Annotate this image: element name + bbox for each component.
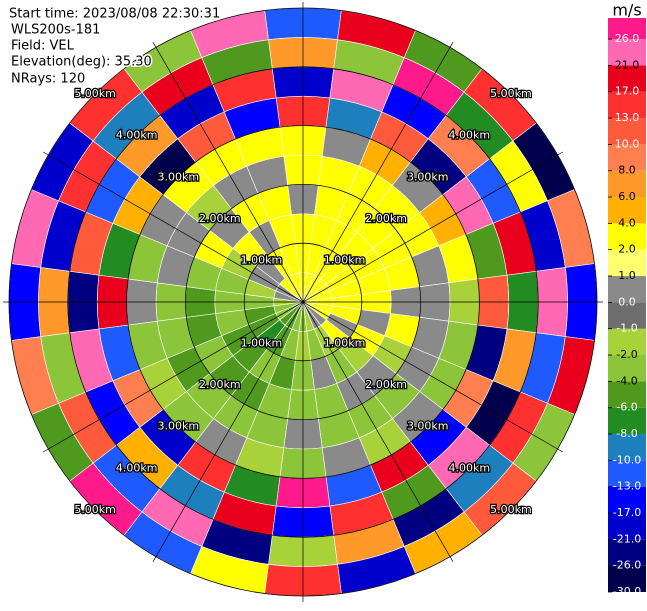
range-ring-label: 3.00km	[407, 170, 449, 183]
colorbar-bin	[608, 381, 646, 408]
colorbar-tick-label: 13.0	[615, 111, 640, 124]
info-line: Field: VEL	[11, 39, 75, 54]
colorbar-tick-label: 10.0	[615, 137, 640, 150]
colorbar-tick-label: -1.0	[616, 322, 637, 335]
colorbar-bin	[608, 91, 646, 119]
colorbar-bin	[608, 65, 646, 92]
info-line: WLS200s-181	[11, 23, 100, 38]
range-ring-label: 5.00km	[74, 87, 116, 100]
range-ring	[126, 125, 480, 479]
range-ring	[8, 7, 598, 597]
range-ring-label: 1.00km	[324, 337, 366, 350]
colorbar-bin	[608, 328, 646, 356]
polar-grid: 1.00km 1.00km 1.00km 1.00km 2.00km 2.00km 2.00…	[3, 2, 603, 602]
colorbar-tick-label: 0.0	[618, 295, 636, 308]
colorbar-tick-label: 1.0	[618, 269, 636, 282]
colorbar-tick-label: 2.0	[618, 243, 636, 256]
colorbar-bin	[608, 170, 646, 198]
range-ring	[243, 242, 363, 362]
colorbar-tick-label: -2.0	[616, 348, 637, 361]
range-ring-label: 4.00km	[449, 461, 491, 474]
colorbar-bin	[608, 18, 646, 40]
range-ring-label: 4.00km	[449, 129, 491, 142]
info-line: NRays: 120	[11, 72, 85, 87]
colorbar-tick-label: -13.0	[613, 480, 641, 493]
range-ring-label: 5.00km	[490, 503, 532, 516]
colorbar-tick-label: 26.0	[615, 32, 640, 45]
colorbar-bin	[608, 144, 646, 171]
colorbar-tick-label: 4.0	[618, 216, 636, 229]
colorbar-tick-label: -4.0	[616, 374, 637, 387]
colorbar-tick-label: 21.0	[615, 58, 640, 71]
range-ring-label: 2.00km	[365, 212, 407, 225]
colorbar-bin	[608, 565, 646, 592]
colorbar-bin	[608, 197, 646, 224]
colorbar-tick-label: -6.0	[616, 401, 637, 414]
range-ring-label: 2.00km	[199, 378, 241, 391]
colorbar-bin	[608, 434, 646, 461]
range-ring-label: 5.00km	[74, 503, 116, 516]
colorbar-bin	[608, 355, 646, 382]
range-ring-label: 1.00km	[324, 253, 366, 266]
range-ring-label: 4.00km	[116, 461, 158, 474]
colorbar-bin	[608, 407, 646, 435]
colorbar-bin	[608, 223, 646, 250]
range-ring	[184, 183, 421, 420]
colorbar-bin	[608, 276, 646, 303]
range-ring-label: 4.00km	[116, 129, 158, 142]
range-ring-label: 5.00km	[490, 87, 532, 100]
colorbar-tick-label: 6.0	[618, 190, 636, 203]
colorbar-tick-label: 17.0	[615, 85, 640, 98]
colorbar-tick-label: -17.0	[613, 506, 641, 519]
colorbar-tick-label: -21.0	[613, 532, 641, 545]
info-line: Elevation(deg): 35.30	[11, 55, 152, 70]
colorbar-bin	[608, 513, 646, 540]
colorbar-tick-label: -30.0	[613, 585, 641, 598]
range-ring-label: 2.00km	[365, 378, 407, 391]
colorbar-bin	[608, 39, 646, 66]
colorbar-tick-label: 8.0	[618, 164, 636, 177]
colorbar-bin	[608, 302, 646, 329]
colorbar-bin	[608, 486, 646, 514]
spoke	[152, 42, 454, 562]
colorbar-tick-label: -26.0	[613, 559, 641, 572]
colorbar-tick-label: -10.0	[613, 453, 641, 466]
range-ring	[67, 66, 539, 538]
colorbar-unit: m/s	[612, 1, 641, 20]
colorbar-bin	[608, 460, 646, 487]
info-block: Start time: 2023/08/08 22:30:31 WLS200s-…	[8, 5, 222, 88]
range-ring-label: 3.00km	[157, 170, 199, 183]
range-ring-label: 3.00km	[157, 420, 199, 433]
colorbar-bin	[608, 118, 646, 145]
range-ring-label: 1.00km	[241, 337, 283, 350]
range-ring-label: 3.00km	[407, 420, 449, 433]
range-ring-label: 2.00km	[199, 212, 241, 225]
range-ring-label: 1.00km	[241, 253, 283, 266]
colorbar-bin	[608, 539, 646, 566]
colorbar: -30.0 -26.0 -21.0 -17.0 -13.0 -10.0 -8.0 -6.0 -4…	[608, 18, 646, 598]
colorbar-tick-label: -8.0	[616, 427, 637, 440]
info-line: Start time: 2023/08/08 22:30:31	[9, 7, 220, 22]
colorbar-bin	[608, 249, 646, 277]
